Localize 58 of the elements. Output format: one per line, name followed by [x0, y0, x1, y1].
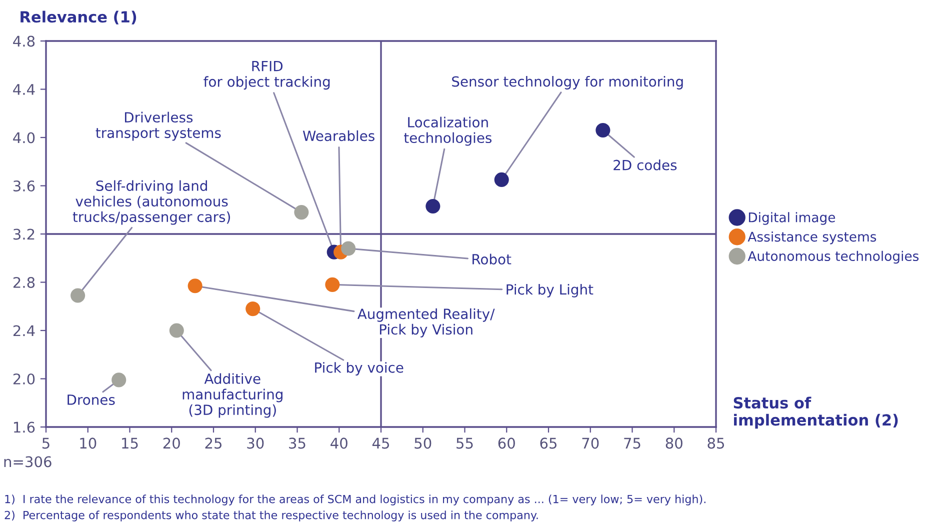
annotation: Wearables	[302, 130, 374, 142]
point	[341, 241, 356, 256]
point	[494, 172, 509, 188]
y-axis-title: Relevance (1)	[20, 10, 136, 24]
annotation: Driverless transport systems	[96, 112, 221, 141]
point	[426, 198, 440, 214]
x-tick-label: 35	[289, 438, 306, 449]
annotation: Augmented Reality/ Pick by Vision	[358, 308, 495, 338]
point	[325, 277, 340, 292]
annotation: Additive manufacturing (3D printing)	[182, 373, 282, 418]
annotation: Self-driving land vehicles (autonomous trucks/passenger cars)	[72, 180, 230, 225]
x-axis-title: Status of implementation (2)	[734, 396, 898, 429]
point	[294, 205, 309, 220]
x-tick-label: 55	[456, 438, 473, 449]
x-tick-label: 80	[666, 438, 682, 449]
x-tick-label: 85	[708, 438, 724, 449]
y-tick-label: 4.0	[13, 132, 35, 144]
x-tick-label: 65	[540, 438, 557, 449]
point	[169, 323, 184, 338]
point	[70, 288, 86, 303]
x-tick-label: 30	[247, 438, 264, 449]
annotation: Pick by Light	[506, 284, 594, 298]
annotation: Sensor technology for monitoring	[452, 76, 683, 90]
y-tick-label: 4.4	[13, 84, 35, 95]
x-tick-label: 5	[42, 438, 50, 449]
text: 2) Percentage of respondents who state that the respective technology is used in the company.	[4, 510, 538, 522]
y-tick-label: 2.0	[13, 373, 35, 384]
point	[596, 122, 610, 138]
x-tick-label: 75	[624, 438, 640, 449]
x-tick-label: 40	[330, 438, 348, 449]
x-tick-label: 45	[372, 438, 390, 449]
y-tick-label: 2.4	[13, 325, 35, 336]
annotation: 2D codes	[614, 160, 677, 170]
legend-label: Digital image	[748, 212, 836, 225]
point	[112, 372, 126, 388]
legend-label: Assistance systems	[748, 231, 876, 244]
x-tick-label: 10	[80, 438, 96, 449]
y-tick-label: 1.6	[14, 422, 35, 433]
x-tick-label: 50	[414, 438, 432, 449]
legend-label: Autonomous technologies	[748, 250, 919, 264]
point	[246, 302, 260, 316]
x-tick-label: 20	[163, 438, 180, 449]
y-tick-label: 3.6	[14, 180, 35, 192]
x-tick-label: 60	[498, 438, 515, 449]
text: 1) I rate the relevance of this technology for the areas of SCM and logistics in my company as ... (1= very low; 5= very high).	[5, 494, 706, 506]
x-tick-label: 70	[582, 438, 599, 449]
text: n=306	[4, 456, 52, 468]
y-tick-label: 4.8	[13, 36, 35, 47]
annotation: Pick by voice	[315, 362, 404, 376]
annotation: RFID for object tracking	[204, 61, 330, 90]
annotation: Drones	[68, 394, 115, 405]
y-tick-label: 2.8	[13, 276, 35, 288]
point	[188, 278, 202, 294]
y-tick-label: 3.2	[14, 228, 34, 240]
annotation: Localization technologies	[404, 116, 492, 146]
x-tick-label: 15	[122, 438, 138, 449]
x-tick-label: 25	[205, 438, 222, 449]
annotation: Robot	[472, 254, 512, 265]
